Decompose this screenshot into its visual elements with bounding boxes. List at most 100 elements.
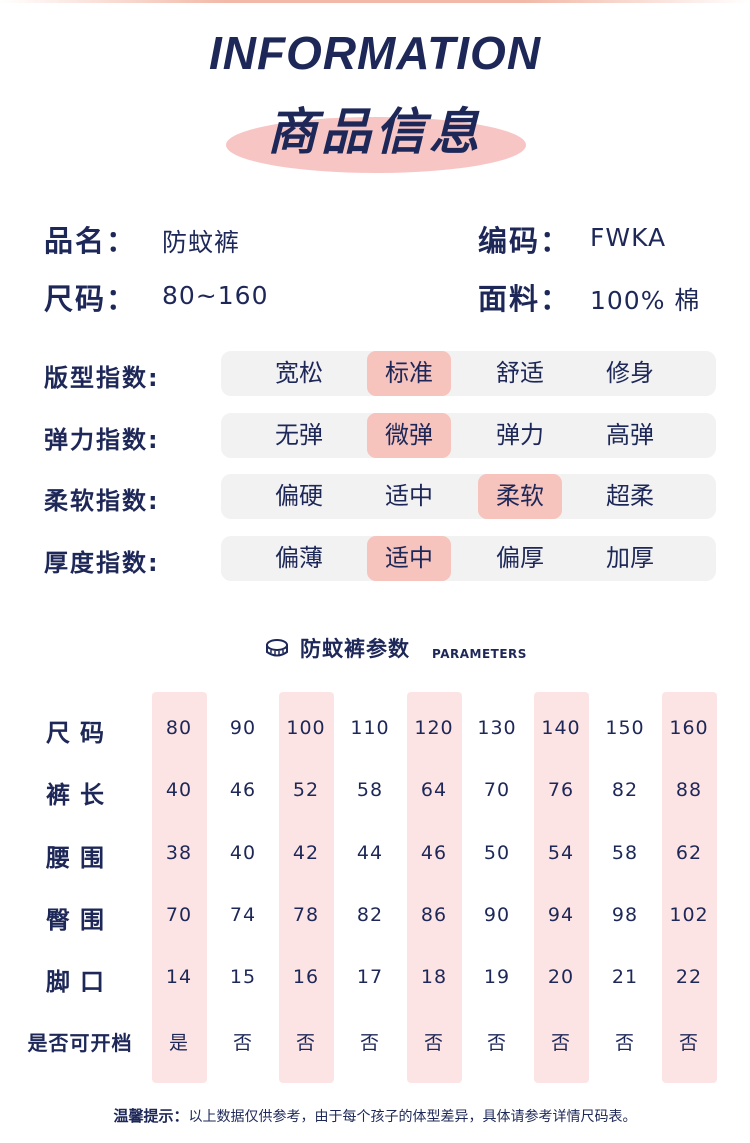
table-cell: 40	[229, 842, 257, 864]
table-row-label: 是否可开档	[27, 1031, 133, 1055]
product-code-label: 编码：	[478, 224, 572, 258]
table-cell: 58	[356, 779, 384, 801]
title-highlight-blob	[226, 117, 526, 173]
index-option-selected: 标准	[367, 351, 451, 396]
table-cell: 15	[229, 966, 257, 988]
table-cell: 20	[547, 966, 575, 988]
table-cell: 90	[483, 904, 511, 926]
index-scale: 偏硬 适中 柔软 超柔	[221, 474, 716, 519]
table-cell: 42	[292, 842, 320, 864]
product-name-value: 防蚊裤	[162, 228, 241, 257]
table-cell: 18	[420, 966, 448, 988]
table-cell: 58	[611, 842, 639, 864]
table-cell: 38	[165, 842, 193, 864]
index-option: 弹力	[496, 421, 544, 449]
table-row-label: 脚口	[46, 968, 114, 996]
column-highlight-band	[407, 692, 462, 1083]
table-row-label: 裤长	[46, 781, 114, 809]
column-highlight-band	[152, 692, 207, 1083]
title-chinese: 商品信息	[267, 103, 483, 161]
table-cell: 是	[168, 1032, 189, 1054]
table-cell: 74	[229, 904, 257, 926]
table-cell: 40	[165, 779, 193, 801]
index-scale: 无弹 微弹 弹力 高弹	[221, 413, 716, 458]
table-cell: 160	[669, 717, 709, 739]
index-label: 版型指数:	[44, 364, 160, 392]
index-option: 无弹	[275, 421, 323, 449]
table-cell: 80	[165, 717, 193, 739]
index-option: 修身	[606, 359, 654, 387]
table-cell: 140	[541, 717, 581, 739]
table-cell: 102	[669, 904, 709, 926]
table-cell: 44	[356, 842, 384, 864]
index-label: 柔软指数:	[44, 487, 160, 515]
index-option: 偏厚	[496, 544, 544, 572]
table-cell: 100	[286, 717, 326, 739]
index-label: 弹力指数:	[44, 426, 160, 454]
product-code-value: FWKA	[590, 223, 667, 252]
fabric-label: 面料：	[478, 282, 572, 316]
tip-text: 以上数据仅供参考，由于每个孩子的体型差异，具体请参考详情尺码表。	[188, 1109, 637, 1125]
index-option: 宽松	[275, 359, 323, 387]
table-cell: 82	[611, 779, 639, 801]
column-highlight-band	[279, 692, 334, 1083]
params-title-english: PARAMETERS	[432, 647, 527, 661]
table-cell: 150	[605, 717, 645, 739]
index-option: 偏硬	[275, 482, 323, 510]
title-english: INFORMATION	[208, 27, 542, 79]
table-cell: 62	[675, 842, 703, 864]
size-range-value: 80~160	[162, 281, 269, 310]
table-cell: 否	[614, 1032, 635, 1054]
table-cell: 70	[483, 779, 511, 801]
table-cell: 88	[675, 779, 703, 801]
index-option: 偏薄	[275, 544, 323, 572]
table-cell: 130	[477, 717, 517, 739]
table-cell: 90	[229, 717, 257, 739]
table-cell: 14	[165, 966, 193, 988]
table-cell: 21	[611, 966, 639, 988]
table-cell: 76	[547, 779, 575, 801]
index-option-selected: 柔软	[478, 474, 562, 519]
column-highlight-band	[534, 692, 589, 1083]
table-row-label: 腰围	[46, 844, 114, 872]
table-cell: 否	[295, 1032, 316, 1054]
table-cell: 70	[165, 904, 193, 926]
table-cell: 否	[232, 1032, 253, 1054]
product-name-label: 品名：	[44, 224, 138, 258]
table-cell: 46	[229, 779, 257, 801]
table-cell: 否	[423, 1032, 444, 1054]
table-cell: 17	[356, 966, 384, 988]
index-option: 舒适	[496, 359, 544, 387]
table-cell: 否	[678, 1032, 699, 1054]
index-option: 加厚	[606, 544, 654, 572]
top-divider	[0, 0, 750, 3]
table-cell: 98	[611, 904, 639, 926]
index-label: 厚度指数:	[44, 549, 160, 577]
table-cell: 86	[420, 904, 448, 926]
table-cell: 46	[420, 842, 448, 864]
index-option: 高弹	[606, 421, 654, 449]
table-cell: 否	[359, 1032, 380, 1054]
table-row-label: 尺码	[46, 719, 114, 747]
tape-measure-icon	[266, 639, 288, 657]
table-cell: 94	[547, 904, 575, 926]
index-scale: 偏薄 适中 偏厚 加厚	[221, 536, 716, 581]
table-cell: 22	[675, 966, 703, 988]
index-option-selected: 适中	[367, 536, 451, 581]
table-cell: 19	[483, 966, 511, 988]
index-option: 超柔	[606, 482, 654, 510]
table-cell: 82	[356, 904, 384, 926]
table-row-label: 臀围	[46, 906, 114, 934]
table-cell: 54	[547, 842, 575, 864]
params-title: 防蚊裤参数	[300, 637, 410, 661]
table-cell: 16	[292, 966, 320, 988]
table-cell: 52	[292, 779, 320, 801]
fabric-value: 100% 棉	[590, 286, 701, 315]
table-cell: 110	[350, 717, 390, 739]
table-cell: 50	[483, 842, 511, 864]
index-option-selected: 微弹	[367, 413, 451, 458]
table-cell: 78	[292, 904, 320, 926]
table-cell: 64	[420, 779, 448, 801]
column-highlight-band	[662, 692, 717, 1083]
table-cell: 120	[414, 717, 454, 739]
